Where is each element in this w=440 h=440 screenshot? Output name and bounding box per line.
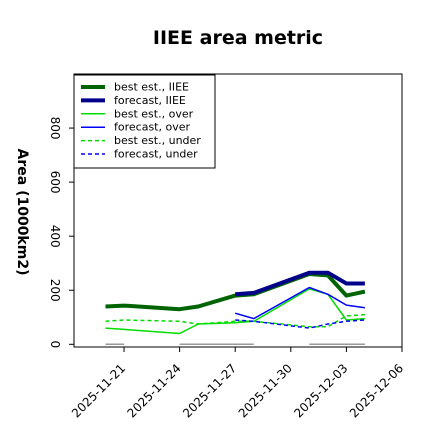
y-tick-label: 600 — [48, 171, 62, 194]
legend-label: best est., under — [114, 134, 201, 147]
legend-label: best est., over — [114, 107, 194, 120]
legend-box — [73, 74, 216, 169]
plot-frame — [73, 73, 403, 348]
y-tick-label: 800 — [48, 117, 62, 140]
series-line — [235, 319, 365, 329]
x-tick-label: 2025-11-27 — [180, 361, 239, 420]
x-tick-label: 2025-11-21 — [69, 361, 128, 420]
series-line — [234, 286, 366, 320]
chart-title: IIEE area metric — [153, 27, 323, 49]
y-tick-label: 200 — [48, 279, 62, 302]
legend-label: forecast, IIEE — [114, 94, 186, 107]
plot-area: 02004006008002025-11-212025-11-242025-11… — [48, 73, 406, 420]
y-tick-label: 400 — [48, 225, 62, 248]
legend-label: forecast, over — [114, 121, 190, 134]
series-line — [105, 272, 366, 312]
y-tick-label: 0 — [48, 340, 62, 348]
series-line — [235, 270, 365, 297]
series-line — [105, 313, 365, 328]
x-tick-label: 2025-11-30 — [236, 361, 295, 420]
series-line — [105, 288, 365, 335]
legend-label: best est., IIEE — [114, 81, 189, 94]
x-tick-label: 2025-12-03 — [291, 361, 350, 420]
x-tick-label: 2025-11-24 — [125, 361, 184, 420]
legend-label: forecast, under — [114, 148, 198, 161]
x-tick-label: 2025-12-06 — [347, 361, 406, 420]
y-axis-label: Area (1000km2) — [14, 149, 30, 276]
